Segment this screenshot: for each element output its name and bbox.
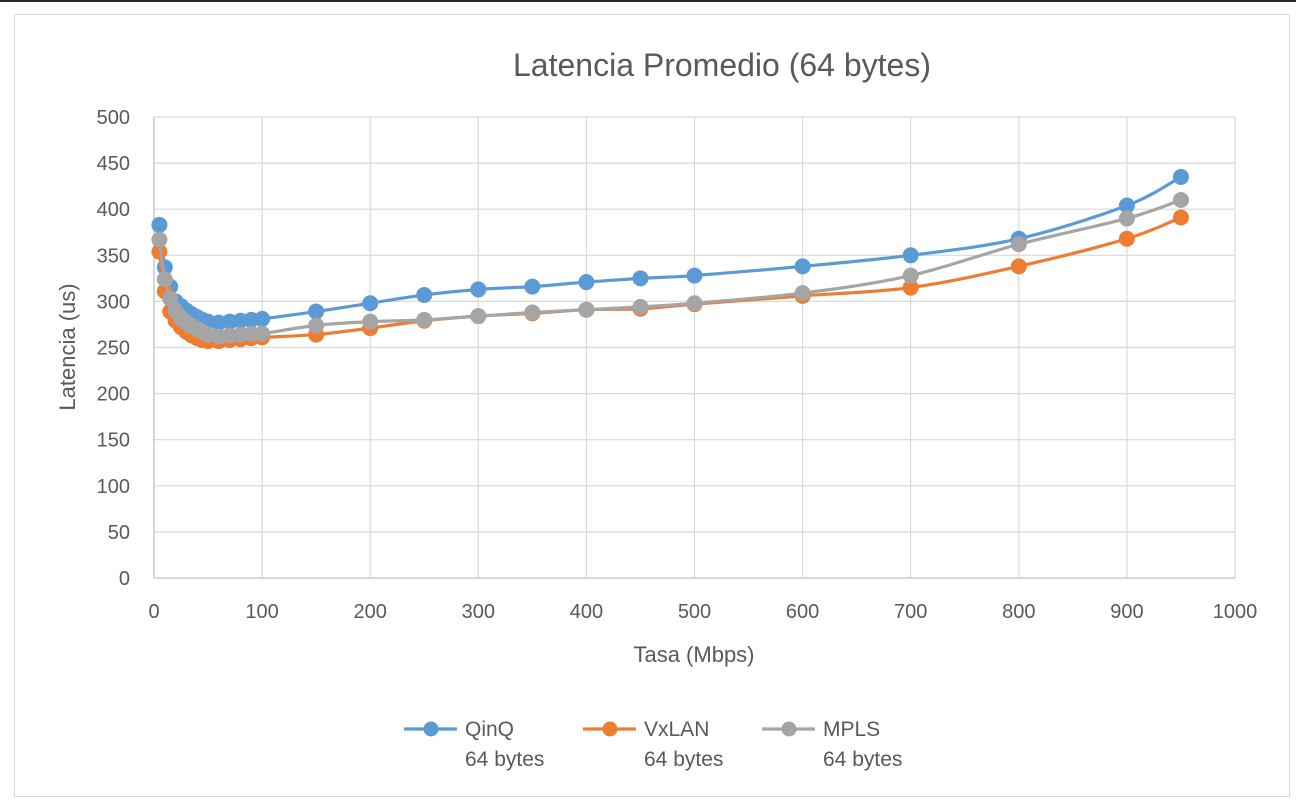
data-point-mpls bbox=[308, 317, 325, 334]
legend: QinQ 64 bytes VxLAN 64 bytes MPLS 64 bytes bbox=[404, 718, 902, 771]
x-axis-title: Tasa (Mbps) bbox=[633, 642, 754, 667]
x-tick-label: 300 bbox=[462, 601, 495, 623]
legend-label-sub: 64 bytes bbox=[465, 748, 544, 771]
y-tick-label: 500 bbox=[97, 107, 130, 129]
data-point-qinq bbox=[902, 247, 919, 264]
data-point-qinq bbox=[362, 295, 379, 312]
y-tick-label: 350 bbox=[97, 245, 130, 267]
data-point-mpls bbox=[794, 285, 811, 302]
data-point-mpls bbox=[578, 301, 595, 318]
chart-frame bbox=[14, 14, 1290, 797]
data-point-mpls bbox=[1118, 210, 1135, 227]
series-line-qinq bbox=[157, 175, 1183, 325]
data-point-mpls bbox=[686, 295, 703, 312]
data-point-mpls bbox=[254, 325, 271, 342]
legend-label-sub: 64 bytes bbox=[823, 748, 902, 771]
x-tick-label: 400 bbox=[570, 601, 603, 623]
tick-labels: 0 50 100 150 200 250 300 350 400 450 500 0 100 200 300… bbox=[97, 107, 1258, 623]
top-border-line bbox=[0, 0, 1296, 2]
series-mpls bbox=[151, 191, 1189, 345]
data-point-mpls bbox=[416, 311, 433, 328]
data-point-vxlan bbox=[1010, 258, 1027, 275]
x-tick-label: 800 bbox=[1002, 601, 1035, 623]
data-point-mpls bbox=[151, 231, 168, 248]
legend-label-sub: 64 bytes bbox=[644, 748, 723, 771]
data-point-mpls bbox=[1010, 236, 1027, 253]
data-point-vxlan bbox=[1118, 230, 1135, 247]
data-point-mpls bbox=[1172, 191, 1189, 208]
data-point-qinq bbox=[578, 274, 595, 291]
data-point-qinq bbox=[151, 216, 168, 233]
legend-label: QinQ bbox=[465, 718, 514, 741]
data-point-qinq bbox=[470, 281, 487, 298]
data-point-qinq bbox=[254, 310, 271, 327]
axes bbox=[153, 117, 1235, 579]
y-tick-label: 200 bbox=[97, 384, 130, 406]
x-tick-label: 500 bbox=[678, 601, 711, 623]
data-point-qinq bbox=[524, 278, 541, 295]
legend-label: VxLAN bbox=[644, 718, 709, 741]
data-point-qinq bbox=[794, 258, 811, 275]
y-tick-label: 50 bbox=[108, 522, 130, 544]
y-axis-title: Latencia (us) bbox=[55, 283, 80, 410]
x-tick-label: 1000 bbox=[1213, 601, 1258, 623]
data-point-qinq bbox=[632, 270, 649, 287]
gridlines bbox=[154, 116, 1236, 578]
legend-marker bbox=[781, 721, 797, 737]
x-tick-label: 900 bbox=[1110, 601, 1143, 623]
y-tick-label: 150 bbox=[97, 430, 130, 452]
y-tick-label: 100 bbox=[97, 476, 130, 498]
series-lines bbox=[151, 168, 1189, 350]
data-point-qinq bbox=[308, 303, 325, 320]
data-point-mpls bbox=[362, 313, 379, 330]
data-point-mpls bbox=[470, 308, 487, 325]
legend-label: MPLS bbox=[823, 718, 880, 741]
y-tick-label: 300 bbox=[97, 291, 130, 313]
y-tick-label: 250 bbox=[97, 338, 130, 360]
legend-item-vxlan: VxLAN 64 bytes bbox=[583, 718, 723, 771]
legend-item-qinq: QinQ 64 bytes bbox=[404, 718, 544, 771]
legend-item-mpls: MPLS 64 bytes bbox=[762, 718, 902, 771]
legend-marker bbox=[423, 721, 439, 737]
data-point-mpls bbox=[632, 298, 649, 315]
y-tick-label: 400 bbox=[97, 199, 130, 221]
legend-marker bbox=[602, 721, 618, 737]
x-tick-label: 700 bbox=[894, 601, 927, 623]
data-point-mpls bbox=[524, 304, 541, 321]
y-tick-label: 0 bbox=[119, 568, 130, 590]
x-tick-label: 600 bbox=[786, 601, 819, 623]
data-point-qinq bbox=[416, 286, 433, 303]
data-point-mpls bbox=[156, 271, 173, 288]
x-tick-label: 200 bbox=[354, 601, 387, 623]
data-point-vxlan bbox=[1172, 209, 1189, 226]
x-tick-label: 0 bbox=[148, 601, 159, 623]
data-point-qinq bbox=[686, 267, 703, 284]
data-point-qinq bbox=[1172, 168, 1189, 185]
data-point-mpls bbox=[902, 267, 919, 284]
y-tick-label: 450 bbox=[97, 153, 130, 175]
x-tick-label: 100 bbox=[245, 601, 278, 623]
chart-title: Latencia Promedio (64 bytes) bbox=[513, 47, 931, 83]
